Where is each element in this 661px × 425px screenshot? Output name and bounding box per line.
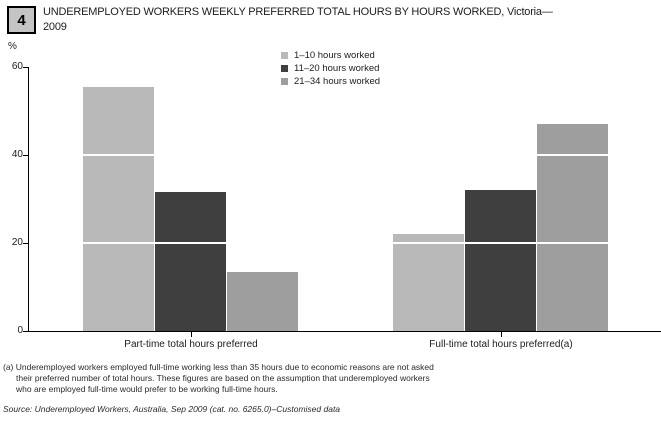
- footnote-line: (a) Underemployed workers employed full-…: [3, 362, 434, 372]
- footnote-line: their preferred number of total hours. T…: [16, 373, 430, 383]
- legend-item: 21–34 hours worked: [281, 75, 380, 87]
- footnote-line: who are employed full-time would prefer …: [16, 384, 278, 394]
- figure-number: 4: [17, 11, 26, 29]
- legend-item: 11–20 hours worked: [281, 62, 380, 74]
- chart-title-line1: UNDEREMPLOYED WORKERS WEEKLY PREFERRED T…: [43, 6, 553, 18]
- gridline: [29, 242, 661, 244]
- figure-number-box: 4: [7, 6, 36, 34]
- legend-item: 1–10 hours worked: [281, 49, 380, 61]
- chart-title-line2: 2009: [43, 21, 67, 33]
- x-axis-tick: [191, 332, 192, 337]
- y-tick-label: 20: [11, 237, 23, 248]
- bar: [393, 234, 464, 331]
- bar: [155, 192, 226, 331]
- y-axis: [28, 67, 29, 332]
- chart-title: UNDEREMPLOYED WORKERS WEEKLY PREFERRED T…: [43, 5, 658, 35]
- y-tick-label: 40: [11, 149, 23, 160]
- legend: 1–10 hours worked 11–20 hours worked 21–…: [281, 49, 380, 88]
- legend-label: 21–34 hours worked: [294, 75, 381, 87]
- legend-swatch-icon: [281, 77, 288, 85]
- category-label: Part-time total hours preferred: [124, 339, 258, 350]
- y-axis-tick: [23, 243, 28, 244]
- category-label: Full-time total hours preferred(a): [429, 339, 573, 350]
- source-line: Source: Underemployed Workers, Australia…: [3, 404, 341, 414]
- gridline: [29, 154, 661, 156]
- x-axis-tick: [501, 332, 502, 337]
- legend-label: 11–20 hours worked: [294, 62, 380, 74]
- bar: [537, 124, 608, 331]
- legend-label: 1–10 hours worked: [294, 49, 375, 61]
- y-tick-label: 60: [11, 61, 23, 72]
- y-axis-tick: [23, 155, 28, 156]
- x-axis: [28, 331, 661, 332]
- y-tick-label: 0: [17, 325, 23, 336]
- y-axis-tick: [23, 67, 28, 68]
- footnote: (a) Underemployed workers employed full-…: [3, 362, 643, 395]
- legend-swatch-icon: [281, 64, 288, 72]
- bar: [465, 190, 536, 331]
- legend-swatch-icon: [281, 51, 288, 59]
- y-axis-unit-label: %: [8, 41, 17, 52]
- bar: [83, 86, 154, 331]
- bar: [227, 271, 298, 331]
- y-axis-tick: [23, 331, 28, 332]
